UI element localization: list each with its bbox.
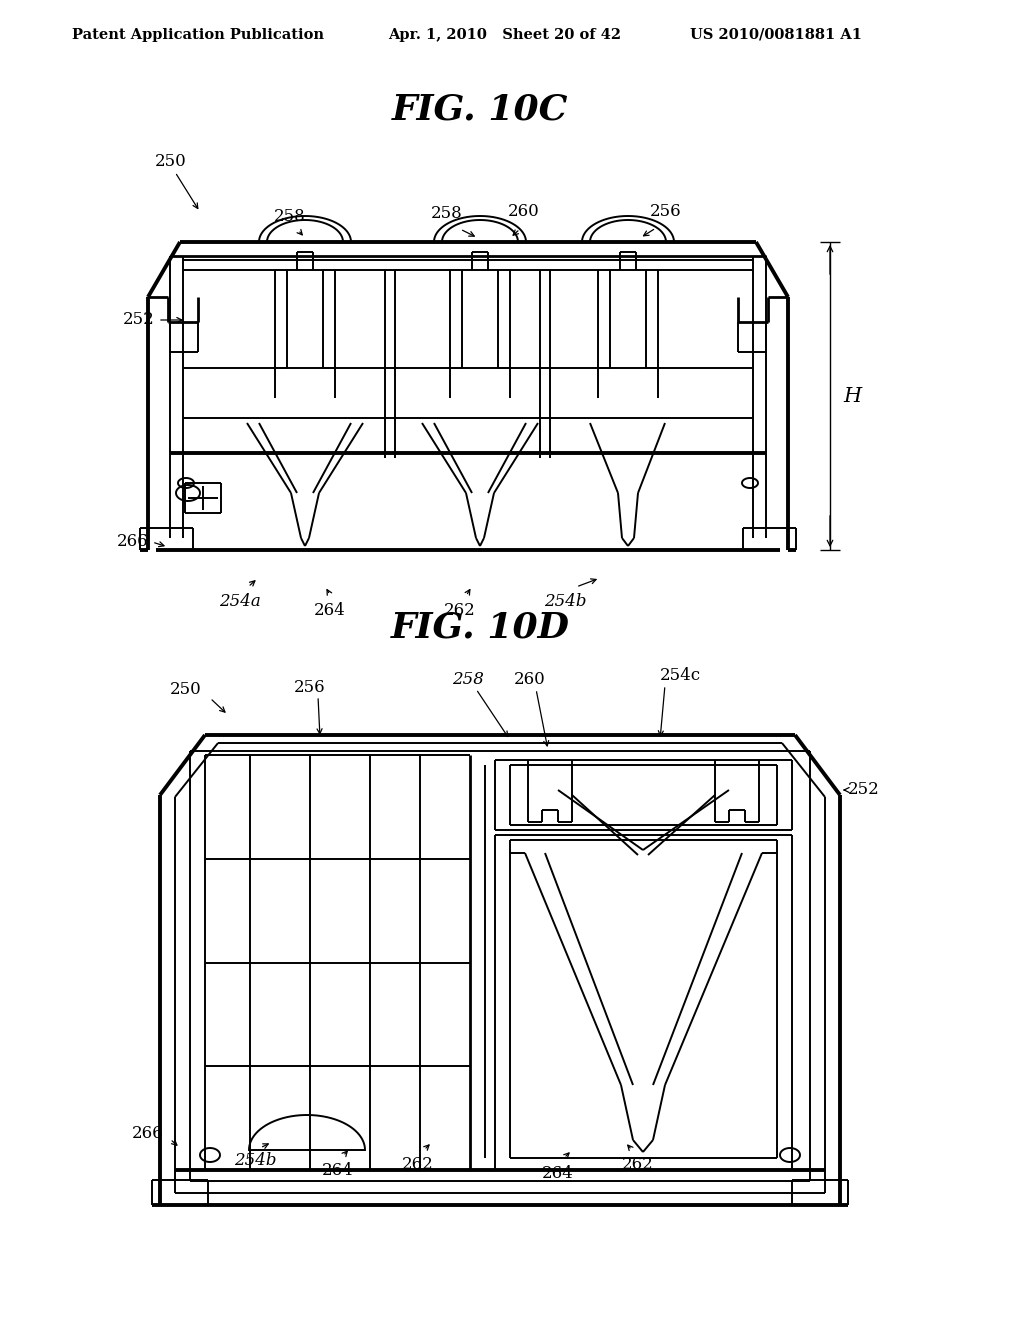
Text: 262: 262 (402, 1156, 434, 1173)
Text: 256: 256 (650, 203, 682, 220)
Text: 252: 252 (123, 312, 155, 329)
Text: 254b: 254b (544, 593, 587, 610)
Text: Apr. 1, 2010   Sheet 20 of 42: Apr. 1, 2010 Sheet 20 of 42 (388, 28, 622, 42)
Text: 266: 266 (117, 533, 148, 550)
Text: 260: 260 (514, 672, 546, 689)
Text: H: H (843, 387, 861, 405)
Text: 264: 264 (323, 1162, 354, 1179)
Text: FIG. 10D: FIG. 10D (390, 611, 569, 645)
Text: FIG. 10C: FIG. 10C (392, 92, 568, 127)
Text: 256: 256 (294, 680, 326, 697)
Text: 264: 264 (542, 1166, 573, 1181)
Text: 262: 262 (623, 1156, 654, 1173)
Text: 262: 262 (444, 602, 476, 619)
Text: 252: 252 (848, 781, 880, 799)
Text: 250: 250 (170, 681, 202, 698)
Text: 254b: 254b (233, 1152, 276, 1170)
Text: 258: 258 (274, 209, 306, 224)
Text: 254a: 254a (219, 593, 261, 610)
Text: 266: 266 (131, 1126, 163, 1143)
Text: 258: 258 (452, 672, 484, 689)
Text: 264: 264 (314, 602, 346, 619)
Text: 254c: 254c (660, 668, 701, 685)
Text: 250: 250 (155, 153, 186, 170)
Text: 258: 258 (431, 205, 463, 222)
Text: 260: 260 (508, 203, 540, 220)
Text: US 2010/0081881 A1: US 2010/0081881 A1 (690, 28, 862, 42)
Text: Patent Application Publication: Patent Application Publication (72, 28, 324, 42)
